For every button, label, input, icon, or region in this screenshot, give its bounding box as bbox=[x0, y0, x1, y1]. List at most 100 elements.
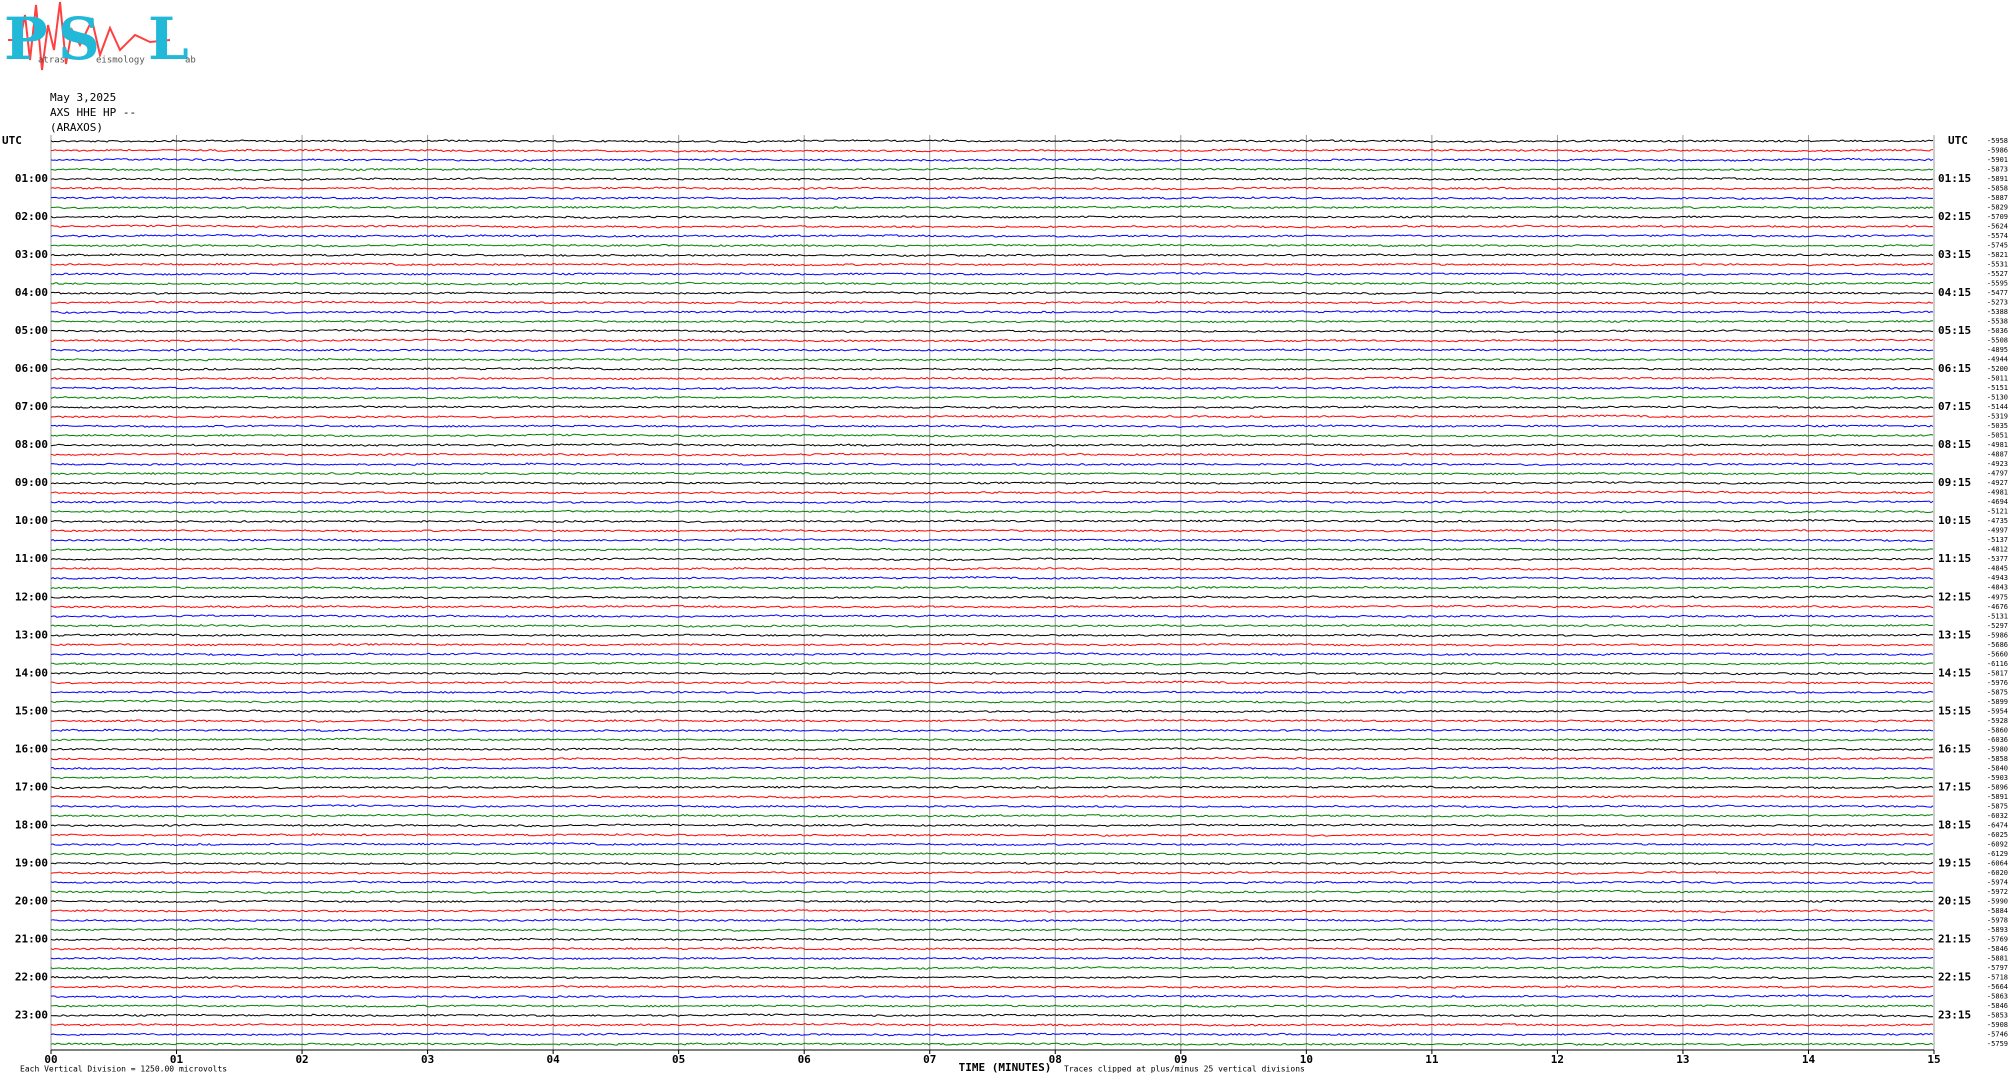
trace bbox=[51, 224, 1934, 229]
trace bbox=[50, 405, 1934, 409]
hour-label: 17:00 bbox=[15, 780, 48, 793]
trace bbox=[50, 975, 1934, 980]
trace-offset-label: -5759 bbox=[1987, 1040, 2008, 1048]
hour-label: 20:00 bbox=[15, 894, 48, 907]
trace bbox=[50, 157, 1934, 162]
trace-offset-label: -6116 bbox=[1987, 660, 2008, 668]
hour-label: 12:15 bbox=[1938, 590, 1971, 603]
trace bbox=[50, 395, 1934, 400]
trace-offset-label: -6032 bbox=[1987, 812, 2008, 820]
trace bbox=[50, 747, 1934, 752]
x-tick-label: 03 bbox=[421, 1053, 434, 1066]
scale-note: Each Vertical Division = 1250.00 microvo… bbox=[20, 1065, 227, 1074]
logo: P atras S eismology L ab bbox=[4, 1, 196, 73]
trace bbox=[50, 309, 1934, 314]
trace bbox=[50, 566, 1934, 571]
trace bbox=[50, 842, 1934, 847]
trace bbox=[50, 861, 1934, 866]
trace-offset-label: -5477 bbox=[1987, 289, 2008, 297]
trace bbox=[50, 918, 1934, 923]
trace-offset-label: -5297 bbox=[1987, 622, 2008, 630]
location: (ARAXOS) bbox=[50, 121, 103, 134]
x-tick-label: 02 bbox=[295, 1053, 308, 1066]
trace-offset-label: -5508 bbox=[1987, 337, 2008, 345]
hour-label: 18:00 bbox=[15, 818, 48, 831]
trace bbox=[50, 737, 1934, 742]
trace-offset-label: -5863 bbox=[1987, 992, 2008, 1000]
trace bbox=[50, 823, 1934, 828]
hour-label: 17:15 bbox=[1938, 780, 1971, 793]
trace bbox=[50, 766, 1934, 771]
trace-offset-label: -5131 bbox=[1987, 612, 2008, 620]
trace bbox=[50, 433, 1934, 438]
trace bbox=[51, 994, 1934, 999]
x-tick-label: 07 bbox=[923, 1053, 936, 1066]
trace-offset-label: -6092 bbox=[1987, 840, 2008, 848]
hour-label: 01:00 bbox=[15, 172, 48, 185]
hour-label: 21:15 bbox=[1938, 932, 1971, 945]
trace bbox=[50, 937, 1934, 942]
trace bbox=[50, 899, 1934, 904]
trace-offset-label: -5860 bbox=[1987, 726, 2008, 734]
trace-offset-label: -5531 bbox=[1987, 261, 2008, 269]
trace-offset-label: -5660 bbox=[1987, 650, 2008, 658]
trace bbox=[50, 176, 1934, 181]
trace-offset-label: -5035 bbox=[1987, 422, 2008, 430]
trace-offset-label: -4895 bbox=[1987, 346, 2008, 354]
trace bbox=[50, 652, 1934, 657]
hour-label: 16:00 bbox=[15, 742, 48, 755]
trace bbox=[50, 965, 1934, 970]
trace-offset-label: -5958 bbox=[1987, 137, 2008, 145]
trace-offset-label: -5527 bbox=[1987, 270, 2008, 278]
trace-offset-label: -5978 bbox=[1987, 916, 2008, 924]
trace-offset-label: -4845 bbox=[1987, 565, 2008, 573]
trace-offset-label: -4943 bbox=[1987, 574, 2008, 582]
trace-offset-label: -6025 bbox=[1987, 831, 2008, 839]
trace bbox=[50, 614, 1934, 619]
hour-label: 09:15 bbox=[1938, 476, 1971, 489]
trace bbox=[50, 385, 1934, 391]
trace bbox=[51, 167, 1934, 172]
trace-offset-label: -6064 bbox=[1987, 859, 2008, 867]
hour-label: 03:00 bbox=[15, 248, 48, 261]
trace-offset-label: -5829 bbox=[1987, 204, 2008, 212]
trace bbox=[50, 376, 1934, 381]
trace-offset-label: -5130 bbox=[1987, 394, 2008, 402]
trace bbox=[50, 471, 1934, 476]
trace-offset-label: -5797 bbox=[1987, 964, 2008, 972]
trace-offset-label: -5574 bbox=[1987, 232, 2008, 240]
trace-offset-label: -5769 bbox=[1987, 935, 2008, 943]
trace-offset-label: -5121 bbox=[1987, 508, 2008, 516]
trace-offset-label: -6129 bbox=[1987, 850, 2008, 858]
hour-label: 22:15 bbox=[1938, 970, 1971, 983]
x-tick-label: 04 bbox=[547, 1053, 561, 1066]
trace bbox=[51, 813, 1934, 818]
trace bbox=[50, 557, 1934, 562]
trace-offset-label: -4981 bbox=[1987, 489, 2008, 497]
trace-offset-label: -5873 bbox=[1987, 166, 2008, 174]
trace-offset-label: -5137 bbox=[1987, 536, 2008, 544]
hour-label: 09:00 bbox=[15, 476, 48, 489]
trace-offset-label: -4735 bbox=[1987, 517, 2008, 525]
trace-offset-label: -5858 bbox=[1987, 185, 2008, 193]
hour-label: 20:15 bbox=[1938, 894, 1971, 907]
trace-offset-label: -5686 bbox=[1987, 641, 2008, 649]
trace bbox=[50, 253, 1934, 257]
trace-offset-label: -5817 bbox=[1987, 669, 2008, 677]
x-tick-label: 01 bbox=[170, 1053, 184, 1066]
trace bbox=[50, 281, 1934, 286]
x-tick-label: 15 bbox=[1927, 1053, 1940, 1066]
trace bbox=[50, 699, 1933, 704]
trace-offset-label: -5974 bbox=[1987, 878, 2008, 886]
trace bbox=[50, 300, 1934, 305]
hour-label: 15:15 bbox=[1938, 704, 1971, 717]
trace-offset-label: -4797 bbox=[1987, 470, 2008, 478]
trace-offset-label: -5891 bbox=[1987, 175, 2008, 183]
trace-offset-label: -5036 bbox=[1987, 327, 2008, 335]
trace bbox=[50, 215, 1934, 219]
trace bbox=[50, 795, 1934, 799]
trace bbox=[50, 529, 1934, 533]
hour-label: 22:00 bbox=[15, 970, 48, 983]
trace bbox=[50, 985, 1934, 989]
